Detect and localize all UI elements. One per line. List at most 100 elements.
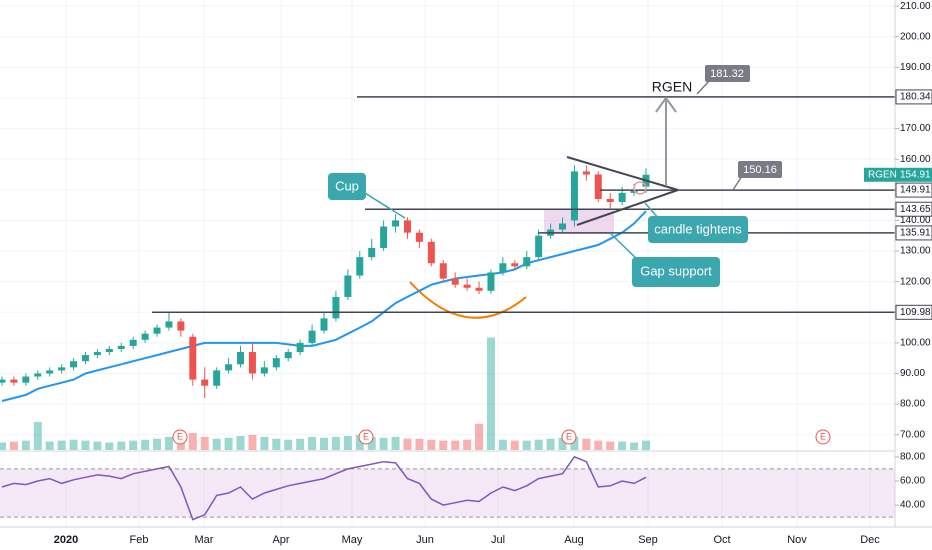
candle-body bbox=[117, 345, 125, 349]
candle-body bbox=[260, 367, 268, 374]
x-tick-label: Feb bbox=[130, 534, 149, 546]
volume-bar bbox=[69, 439, 78, 450]
volume-bar bbox=[510, 440, 519, 450]
volume-bar bbox=[558, 437, 567, 450]
candle-body bbox=[499, 263, 507, 273]
volume-bar bbox=[343, 435, 352, 450]
volume-bar bbox=[260, 436, 269, 450]
y-tick-label: 170.00 bbox=[900, 123, 931, 134]
volume-bar bbox=[367, 436, 376, 450]
volume-bar bbox=[582, 438, 591, 450]
earnings-marker bbox=[358, 429, 374, 445]
level-label: 143.65 bbox=[900, 204, 931, 215]
candle-body bbox=[344, 275, 352, 297]
candle-body bbox=[403, 220, 411, 233]
volume-bar bbox=[308, 436, 317, 450]
level-label: 149.91 bbox=[900, 185, 931, 196]
x-tick-label: Aug bbox=[564, 534, 584, 546]
earnings-marker bbox=[561, 429, 577, 445]
rsi-tick-label: 80.00 bbox=[900, 451, 925, 462]
candle-body bbox=[177, 321, 185, 331]
x-tick-label: Dec bbox=[860, 534, 880, 546]
volume-bar bbox=[9, 441, 18, 450]
candle-body bbox=[523, 257, 531, 267]
volume-bar bbox=[379, 437, 388, 450]
candle-body bbox=[296, 342, 304, 353]
earnings-label: E bbox=[177, 431, 183, 441]
candle-body bbox=[237, 352, 245, 365]
level-tag bbox=[895, 89, 932, 105]
earnings-marker bbox=[172, 429, 188, 445]
volume-bar bbox=[45, 441, 54, 450]
volume-bar bbox=[498, 439, 507, 450]
candle-body bbox=[606, 198, 614, 203]
y-tick-label: 190.00 bbox=[900, 62, 931, 73]
volume-bar bbox=[331, 436, 340, 450]
volume-bar bbox=[451, 440, 460, 450]
callout-line bbox=[696, 79, 711, 95]
volume-bar bbox=[129, 440, 138, 450]
volume-bar bbox=[606, 441, 615, 450]
x-tick-label: May bbox=[342, 534, 363, 546]
candle-body bbox=[332, 296, 340, 319]
volume-bar bbox=[570, 436, 579, 450]
volume-bar bbox=[57, 440, 66, 450]
candle-body bbox=[22, 376, 30, 383]
volume-bar bbox=[200, 436, 209, 450]
volume-bar bbox=[284, 439, 293, 450]
last-price-label: 154.91 bbox=[900, 169, 931, 180]
level-label: 135.91 bbox=[900, 228, 931, 239]
volume-bar bbox=[355, 435, 364, 450]
candle-body bbox=[511, 263, 519, 267]
candle-body bbox=[427, 241, 435, 264]
rsi-line bbox=[1, 455, 647, 521]
volume-bar bbox=[188, 433, 197, 450]
candle-body bbox=[93, 352, 101, 356]
level-tag bbox=[895, 225, 932, 241]
candle-body bbox=[272, 358, 280, 368]
candle-body bbox=[308, 330, 316, 343]
earnings-marker bbox=[815, 429, 831, 445]
candle-body bbox=[630, 189, 638, 193]
last-price-tag bbox=[864, 167, 932, 182]
cup-arc bbox=[409, 281, 527, 319]
level-tag bbox=[895, 182, 932, 198]
x-tick-label: Nov bbox=[787, 534, 807, 546]
volume-bar bbox=[224, 437, 233, 450]
candle-body bbox=[451, 278, 459, 285]
candle-body bbox=[392, 220, 400, 227]
x-tick-label: Apr bbox=[272, 534, 289, 546]
volume-bar bbox=[642, 440, 650, 450]
candle-body bbox=[475, 287, 483, 291]
level-label: 180.34 bbox=[900, 92, 931, 103]
candle-body bbox=[225, 364, 233, 371]
volume-bar bbox=[415, 438, 424, 450]
volume-bar bbox=[93, 441, 102, 450]
target-arrow-head bbox=[655, 96, 677, 113]
price-target: 150.16 bbox=[743, 164, 777, 176]
volume-bar bbox=[296, 438, 305, 450]
y-tick-label: 140.00 bbox=[900, 215, 931, 226]
volume-bar bbox=[21, 440, 30, 450]
candle-body bbox=[594, 174, 602, 199]
y-tick-label: 160.00 bbox=[900, 154, 931, 165]
candle-body bbox=[81, 355, 89, 362]
y-tick-label: 120.00 bbox=[900, 276, 931, 287]
triangle-lower bbox=[576, 189, 679, 226]
candle-body bbox=[213, 370, 221, 386]
candle-body bbox=[535, 235, 543, 258]
candle-body bbox=[284, 352, 292, 359]
candle-body bbox=[105, 348, 113, 353]
volume-bar bbox=[212, 438, 221, 450]
volume-bar bbox=[81, 440, 90, 450]
candle-body bbox=[582, 171, 590, 175]
candle-body bbox=[10, 379, 18, 383]
candle-body bbox=[70, 361, 78, 368]
candle-body bbox=[570, 171, 578, 221]
earnings-label: E bbox=[363, 431, 369, 441]
volume-bar bbox=[546, 438, 555, 450]
x-tick-label: Mar bbox=[195, 534, 214, 546]
candle-body bbox=[380, 226, 388, 248]
candle-body bbox=[320, 318, 328, 331]
